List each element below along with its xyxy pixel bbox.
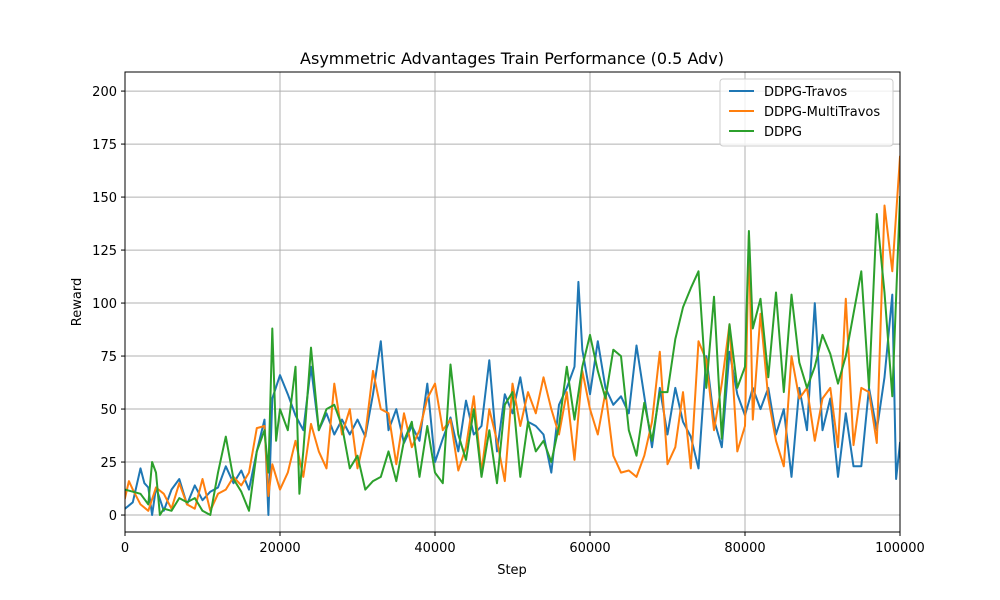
y-tick-label: 150 [92,191,117,206]
x-tick-label: 20000 [259,541,300,556]
series-layer [125,155,900,516]
plot-frame [124,71,901,533]
legend: DDPG-Travos DDPG-MultiTravos DDPG [719,78,894,147]
x-tick-label: 100000 [875,541,925,556]
y-tick-label: 125 [92,244,117,259]
y-tick-label: 25 [100,456,117,471]
series-line-ddpg [125,196,900,516]
y-tick-label: 175 [92,138,117,153]
x-axis: 0 20000 40000 60000 80000 100000 [121,532,925,556]
x-tick-label: 40000 [414,541,455,556]
legend-label-ddpg-multitravos: DDPG-MultiTravos [764,105,880,120]
y-axis-label: Reward [70,278,85,326]
x-tick-label: 80000 [724,541,765,556]
y-axis: 0 25 50 75 100 125 150 175 200 [92,85,125,524]
x-tick-label: 0 [121,541,129,556]
legend-label-ddpg-travos: DDPG-Travos [764,85,847,100]
y-tick-label: 100 [92,297,117,312]
legend-label-ddpg: DDPG [764,125,802,140]
chart-title: Asymmetric Advantages Train Performance … [300,49,724,68]
series-line-ddpg-multitravos [125,155,900,512]
legend-box [719,78,894,147]
y-tick-label: 200 [92,85,117,100]
y-tick-label: 50 [100,403,117,418]
x-tick-label: 60000 [569,541,610,556]
x-axis-label: Step [497,563,527,578]
y-tick-label: 75 [100,350,117,365]
y-tick-label: 0 [109,509,117,524]
